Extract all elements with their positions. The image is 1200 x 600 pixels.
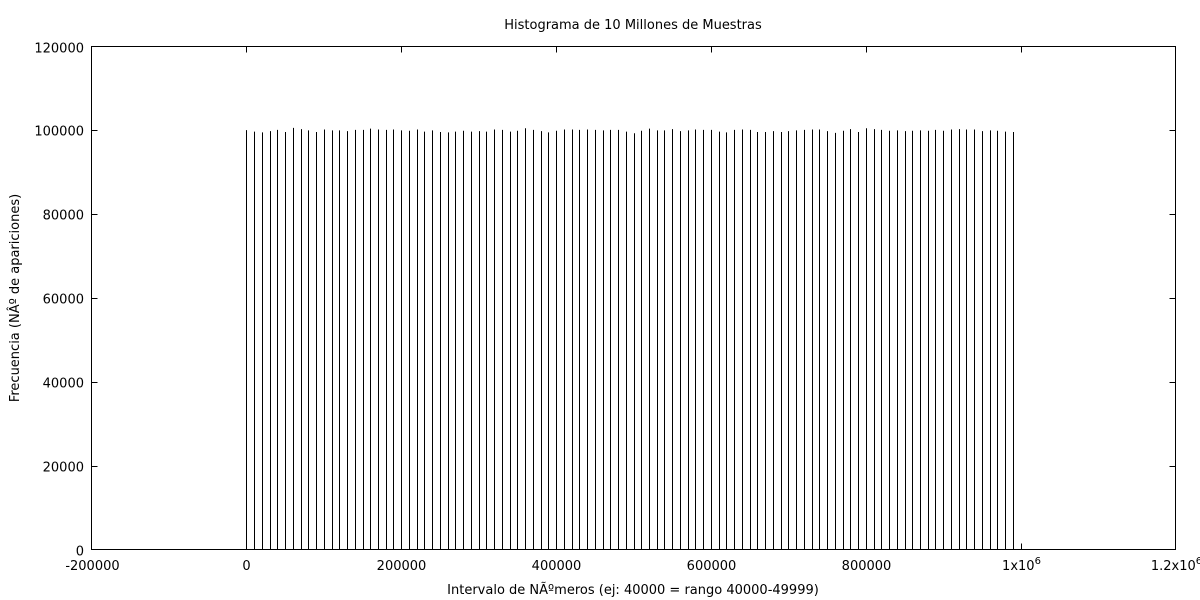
y-tick-label: 120000	[34, 42, 84, 57]
y-tick-label: 40000	[43, 377, 84, 392]
histogram-bars	[246, 127, 1014, 550]
x-tick-label: 0	[242, 559, 250, 574]
y-tick-label: 20000	[43, 461, 84, 476]
tick-labels: 0 20000 40000 60000 80000 100000 120000 -200000…	[34, 42, 1200, 575]
x-tick-label: 1x106	[1002, 556, 1041, 574]
x-tick-label: 200000	[377, 559, 427, 574]
y-tick-label: 80000	[43, 209, 84, 224]
x-tick-label: 800000	[842, 559, 892, 574]
y-tick-label: 60000	[43, 293, 84, 308]
x-tick-exponent: 6	[1035, 556, 1041, 567]
chart-title: Histograma de 10 Millones de Muestras	[504, 18, 762, 33]
x-tick-label: -200000	[65, 559, 119, 574]
x-tick-label: 1.2x106	[1151, 556, 1200, 574]
x-tick-label: 600000	[687, 559, 737, 574]
y-tick-label: 100000	[34, 125, 84, 140]
y-axis-label: Frecuencia (NÂº de apariciones)	[7, 194, 23, 402]
x-axis-label: Intervalo de NÃºmeros (ej: 40000 = rango…	[447, 582, 819, 598]
x-tick-exponent: 6	[1196, 556, 1200, 567]
x-tick-label: 400000	[532, 559, 582, 574]
y-tick-label: 0	[76, 545, 84, 560]
